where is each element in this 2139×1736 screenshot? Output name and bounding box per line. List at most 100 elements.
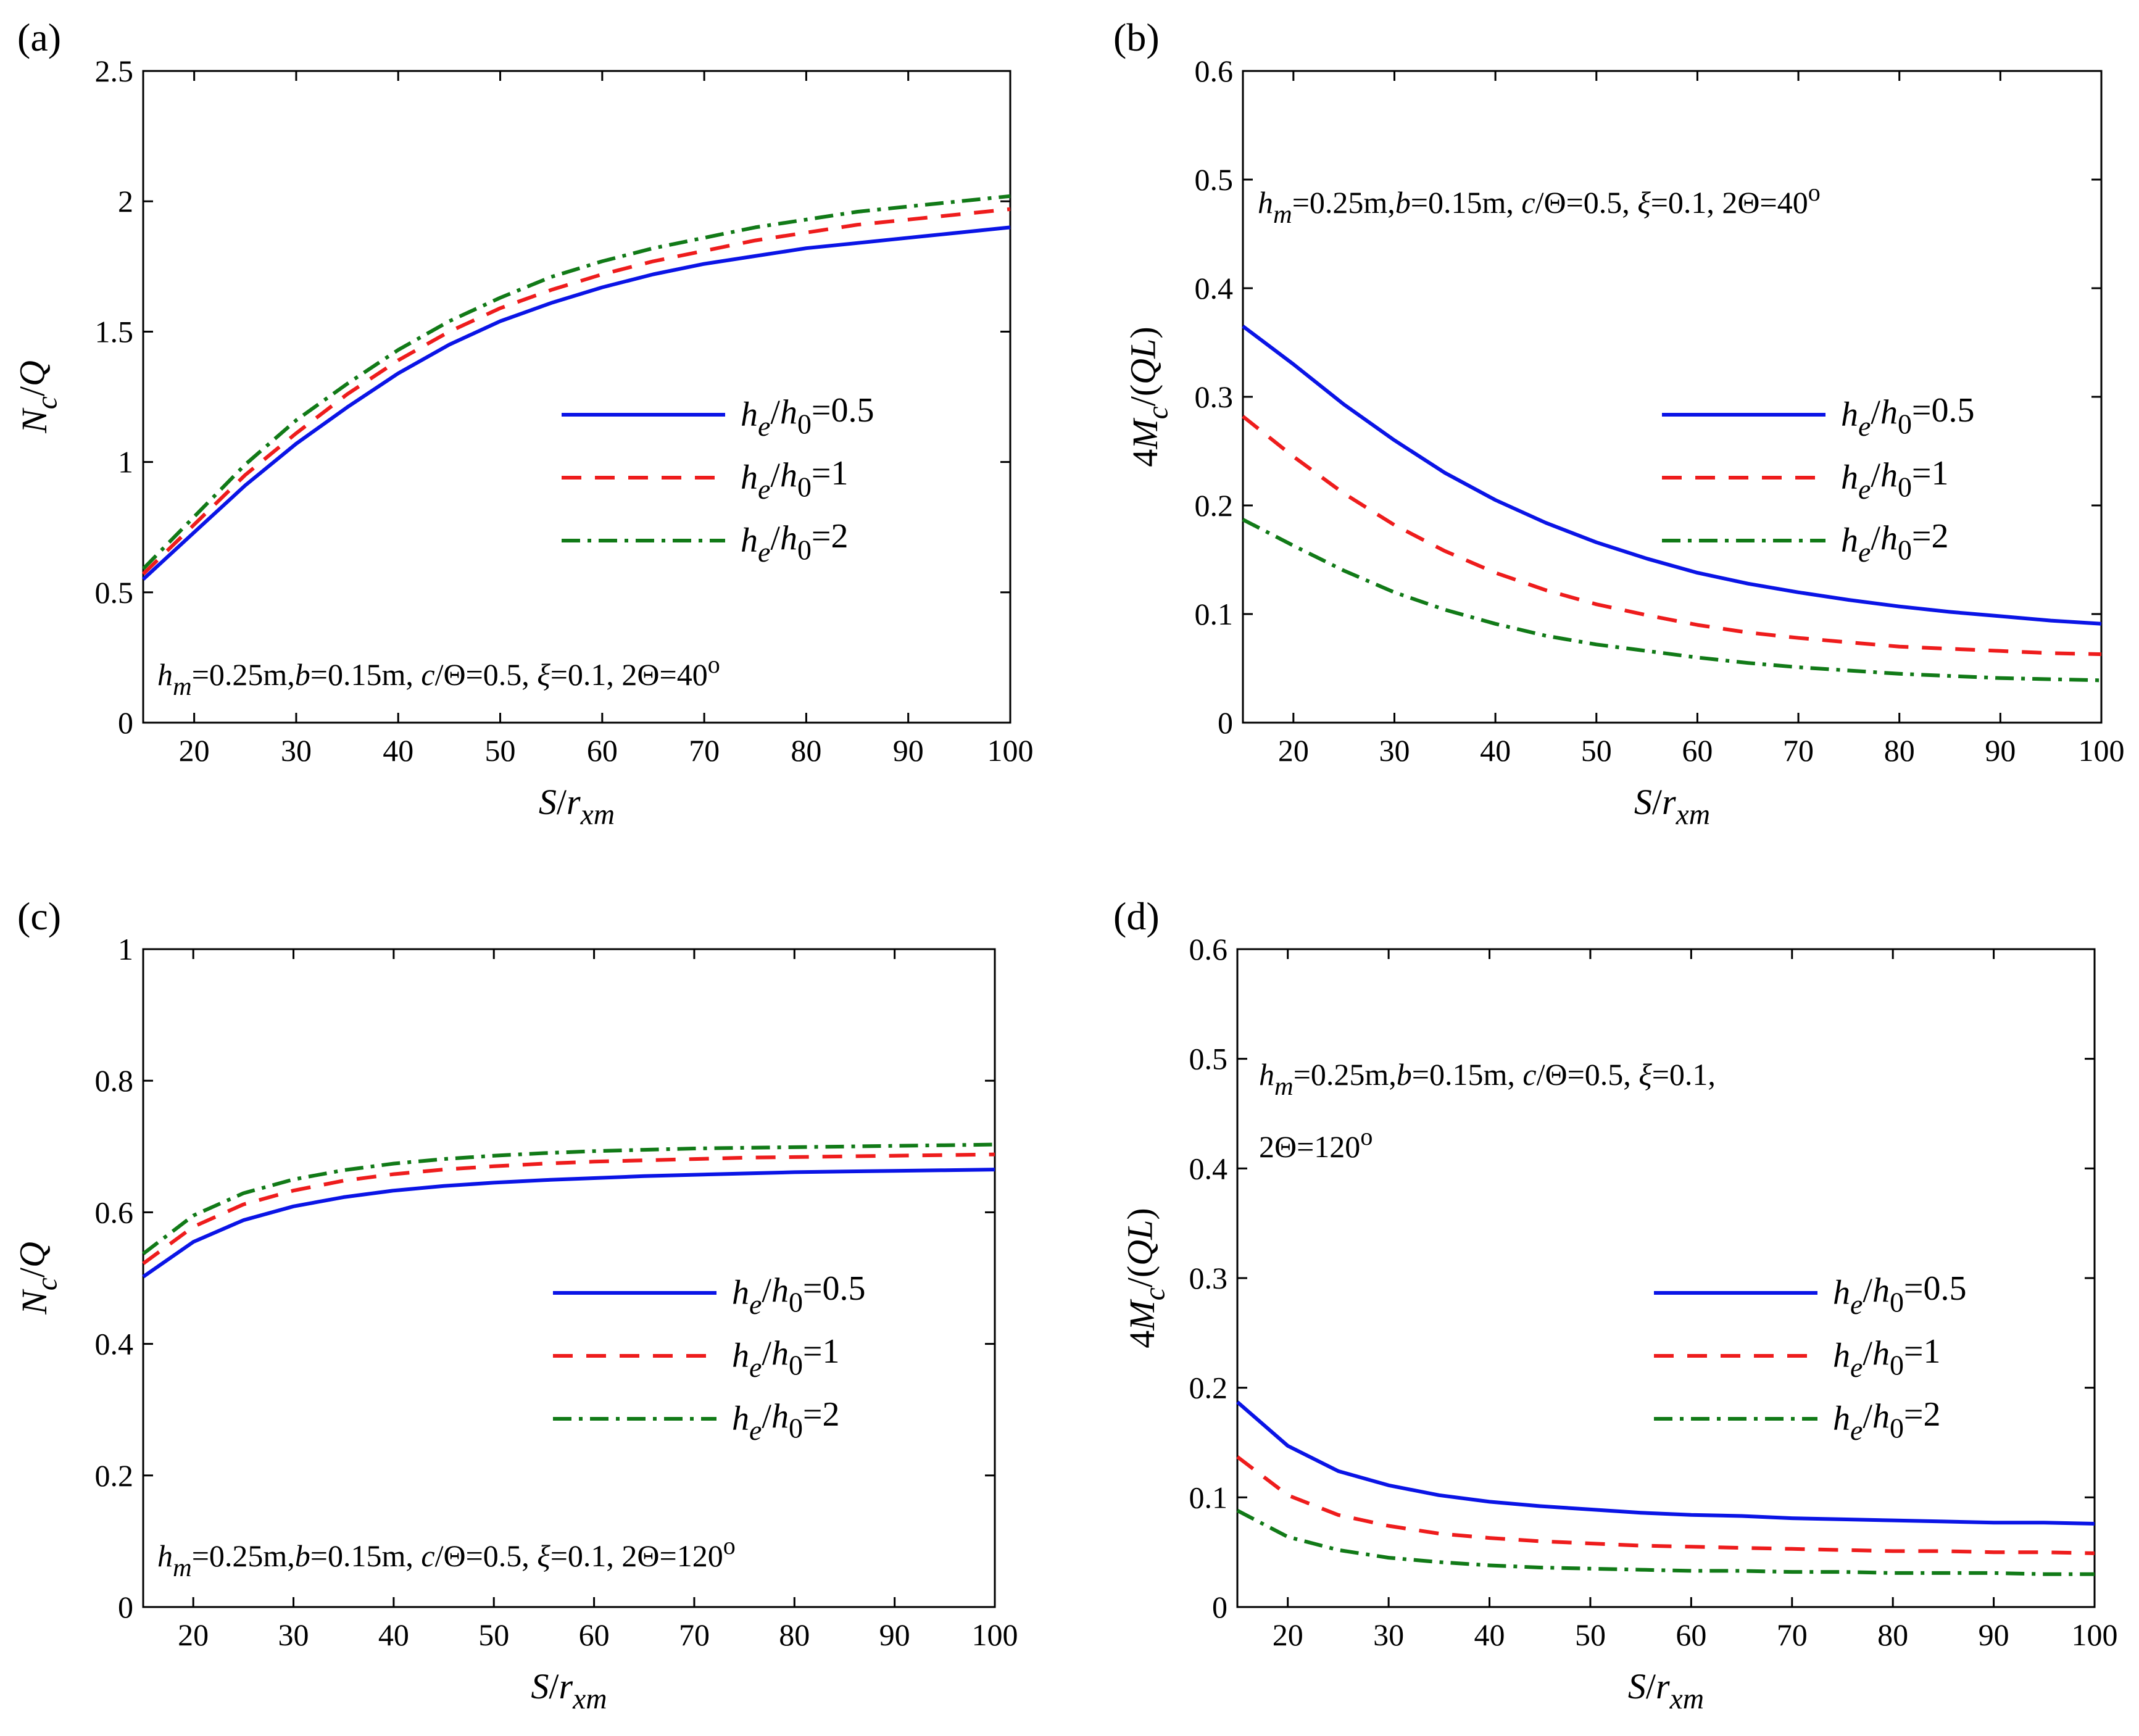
y-tick-label: 0.1	[1195, 597, 1234, 631]
y-tick-label: 0	[1212, 1590, 1227, 1624]
legend-entry: he/h0=2	[741, 517, 849, 568]
x-tick-label: 30	[281, 733, 312, 768]
y-tick-label: 0.8	[95, 1063, 134, 1098]
x-tick-label: 80	[791, 733, 821, 768]
y-axis-label: 4Mc/(QL)	[1123, 326, 1174, 467]
annotation: hm=0.25m,b=0.15m, c/Θ=0.5, ξ=0.1,	[1259, 1057, 1716, 1101]
legend-entry: he/h0=1	[732, 1332, 840, 1383]
panel-label: (d)	[1113, 894, 1160, 938]
panel-label: (c)	[17, 894, 61, 938]
series-line	[142, 1142, 995, 1255]
y-tick-label: 1	[118, 932, 133, 966]
panel-a: (a) 20 30 40 50 60 70 80 90 100 0 0.5 1 1.5 2 2.5 S/rxm N…	[12, 15, 1033, 831]
x-axis-label: S/rxm	[531, 1666, 607, 1716]
x-tick-label: 70	[1777, 1618, 1808, 1652]
series-line	[1242, 518, 2102, 683]
y-tick-label: 0.3	[1189, 1261, 1228, 1295]
y-tick-label: 1.5	[95, 314, 134, 349]
legend-entry: he/h0=2	[1833, 1395, 1941, 1446]
annotation: hm=0.25m,b=0.15m, c/Θ=0.5, ξ=0.1, 2Θ=40o	[1258, 178, 1821, 229]
x-tick-label: 20	[179, 733, 210, 768]
axes-frame	[142, 948, 996, 1608]
y-tick-label: 0.6	[95, 1195, 134, 1229]
x-tick-label: 50	[1575, 1618, 1606, 1652]
axes-frame	[142, 70, 1011, 724]
y-tick-label: 0.1	[1189, 1480, 1228, 1514]
y-tick-label: 0.6	[1195, 54, 1234, 88]
x-tick-label: 60	[1676, 1618, 1706, 1652]
y-tick-label: 0.2	[1189, 1371, 1228, 1405]
x-tick-label: 40	[1474, 1618, 1505, 1652]
legend-entry: he/h0=1	[741, 454, 849, 505]
x-axis-label: S/rxm	[1634, 782, 1710, 831]
x-tick-label: 100	[2072, 1618, 2118, 1652]
x-tick-label: 60	[587, 733, 618, 768]
y-tick-label: 0	[1218, 705, 1233, 740]
x-tick-label: 30	[1379, 733, 1410, 768]
panel-c: (c) 20 30 40 50 60 70 80 90 100 0 0.2 0.4 0.6 0.8 1 S/rx…	[12, 894, 1018, 1716]
legend-entry: he/h0=0.5	[1833, 1269, 1967, 1320]
legend-entry: he/h0=1	[1841, 454, 1949, 505]
x-tick-label: 100	[972, 1618, 1018, 1652]
series-line	[1236, 1455, 2095, 1555]
x-tick-label: 60	[579, 1618, 610, 1652]
series-line	[1242, 325, 2102, 626]
y-tick-label: 0.2	[95, 1458, 134, 1493]
series-line	[142, 1168, 995, 1279]
legend-entry: he/h0=2	[732, 1395, 840, 1446]
x-tick-label: 50	[1581, 733, 1612, 768]
y-tick-label: 0.5	[95, 575, 134, 610]
panel-b: (b) 20 30 40 50 60 70 80 90 100 0 0.1 0.2 0.3 0.4 0.5 0.…	[1113, 15, 2125, 831]
series-line	[1242, 415, 2102, 657]
legend-entry: he/h0=0.5	[1841, 391, 1975, 442]
y-tick-label: 1	[118, 445, 133, 480]
x-tick-label: 20	[1278, 733, 1309, 768]
x-tick-label: 40	[1480, 733, 1511, 768]
legend-entry: he/h0=0.5	[741, 391, 874, 442]
y-tick-label: 0	[118, 1590, 133, 1624]
x-tick-label: 50	[485, 733, 516, 768]
x-tick-label: 90	[893, 733, 924, 768]
legend-entry: he/h0=2	[1841, 517, 1949, 568]
x-tick-label: 70	[679, 1618, 710, 1652]
y-axis-label: Nc/Q	[12, 360, 63, 434]
series-line	[1236, 1509, 2095, 1576]
x-tick-label: 40	[383, 733, 413, 768]
y-tick-label: 0.4	[95, 1327, 134, 1361]
series-line	[141, 207, 1011, 576]
x-tick-label: 70	[689, 733, 720, 768]
series-line	[141, 194, 1011, 570]
x-tick-label: 80	[1877, 1618, 1908, 1652]
y-tick-label: 0.5	[1189, 1042, 1228, 1076]
x-tick-label: 30	[1373, 1618, 1404, 1652]
y-tick-label: 2.5	[95, 54, 134, 88]
y-tick-label: 2	[118, 184, 133, 218]
y-tick-label: 0.4	[1189, 1151, 1228, 1186]
y-tick-label: 0.3	[1195, 380, 1234, 414]
x-tick-label: 20	[178, 1618, 209, 1652]
x-tick-label: 90	[1985, 733, 2016, 768]
panel-label: (b)	[1113, 15, 1160, 59]
x-tick-label: 40	[378, 1618, 409, 1652]
x-tick-label: 90	[879, 1618, 910, 1652]
x-tick-label: 50	[478, 1618, 509, 1652]
y-tick-label: 0.5	[1195, 162, 1234, 197]
panel-d: (d) 20 30 40 50 60 70 80 90 100 0 0.1 0.2 0.3 0.4 0.5 0.…	[1113, 894, 2118, 1716]
x-tick-label: 20	[1273, 1618, 1303, 1652]
legend-entry: he/h0=1	[1833, 1332, 1941, 1383]
x-axis-label: S/rxm	[1628, 1666, 1704, 1716]
x-tick-label: 70	[1783, 733, 1814, 768]
x-tick-label: 80	[779, 1618, 810, 1652]
annotation: hm=0.25m,b=0.15m, c/Θ=0.5, ξ=0.1, 2Θ=40o	[157, 650, 720, 701]
y-axis-label: Nc/Q	[12, 1242, 63, 1315]
x-tick-label: 100	[987, 733, 1034, 768]
x-tick-label: 30	[278, 1618, 309, 1652]
x-tick-label: 60	[1682, 733, 1713, 768]
y-tick-label: 0.4	[1195, 271, 1234, 305]
series-line	[141, 225, 1011, 581]
y-tick-label: 0.2	[1195, 488, 1234, 523]
annotation-line2: 2Θ=120o	[1259, 1123, 1373, 1164]
annotation: hm=0.25m,b=0.15m, c/Θ=0.5, ξ=0.1, 2Θ=120…	[157, 1532, 736, 1582]
